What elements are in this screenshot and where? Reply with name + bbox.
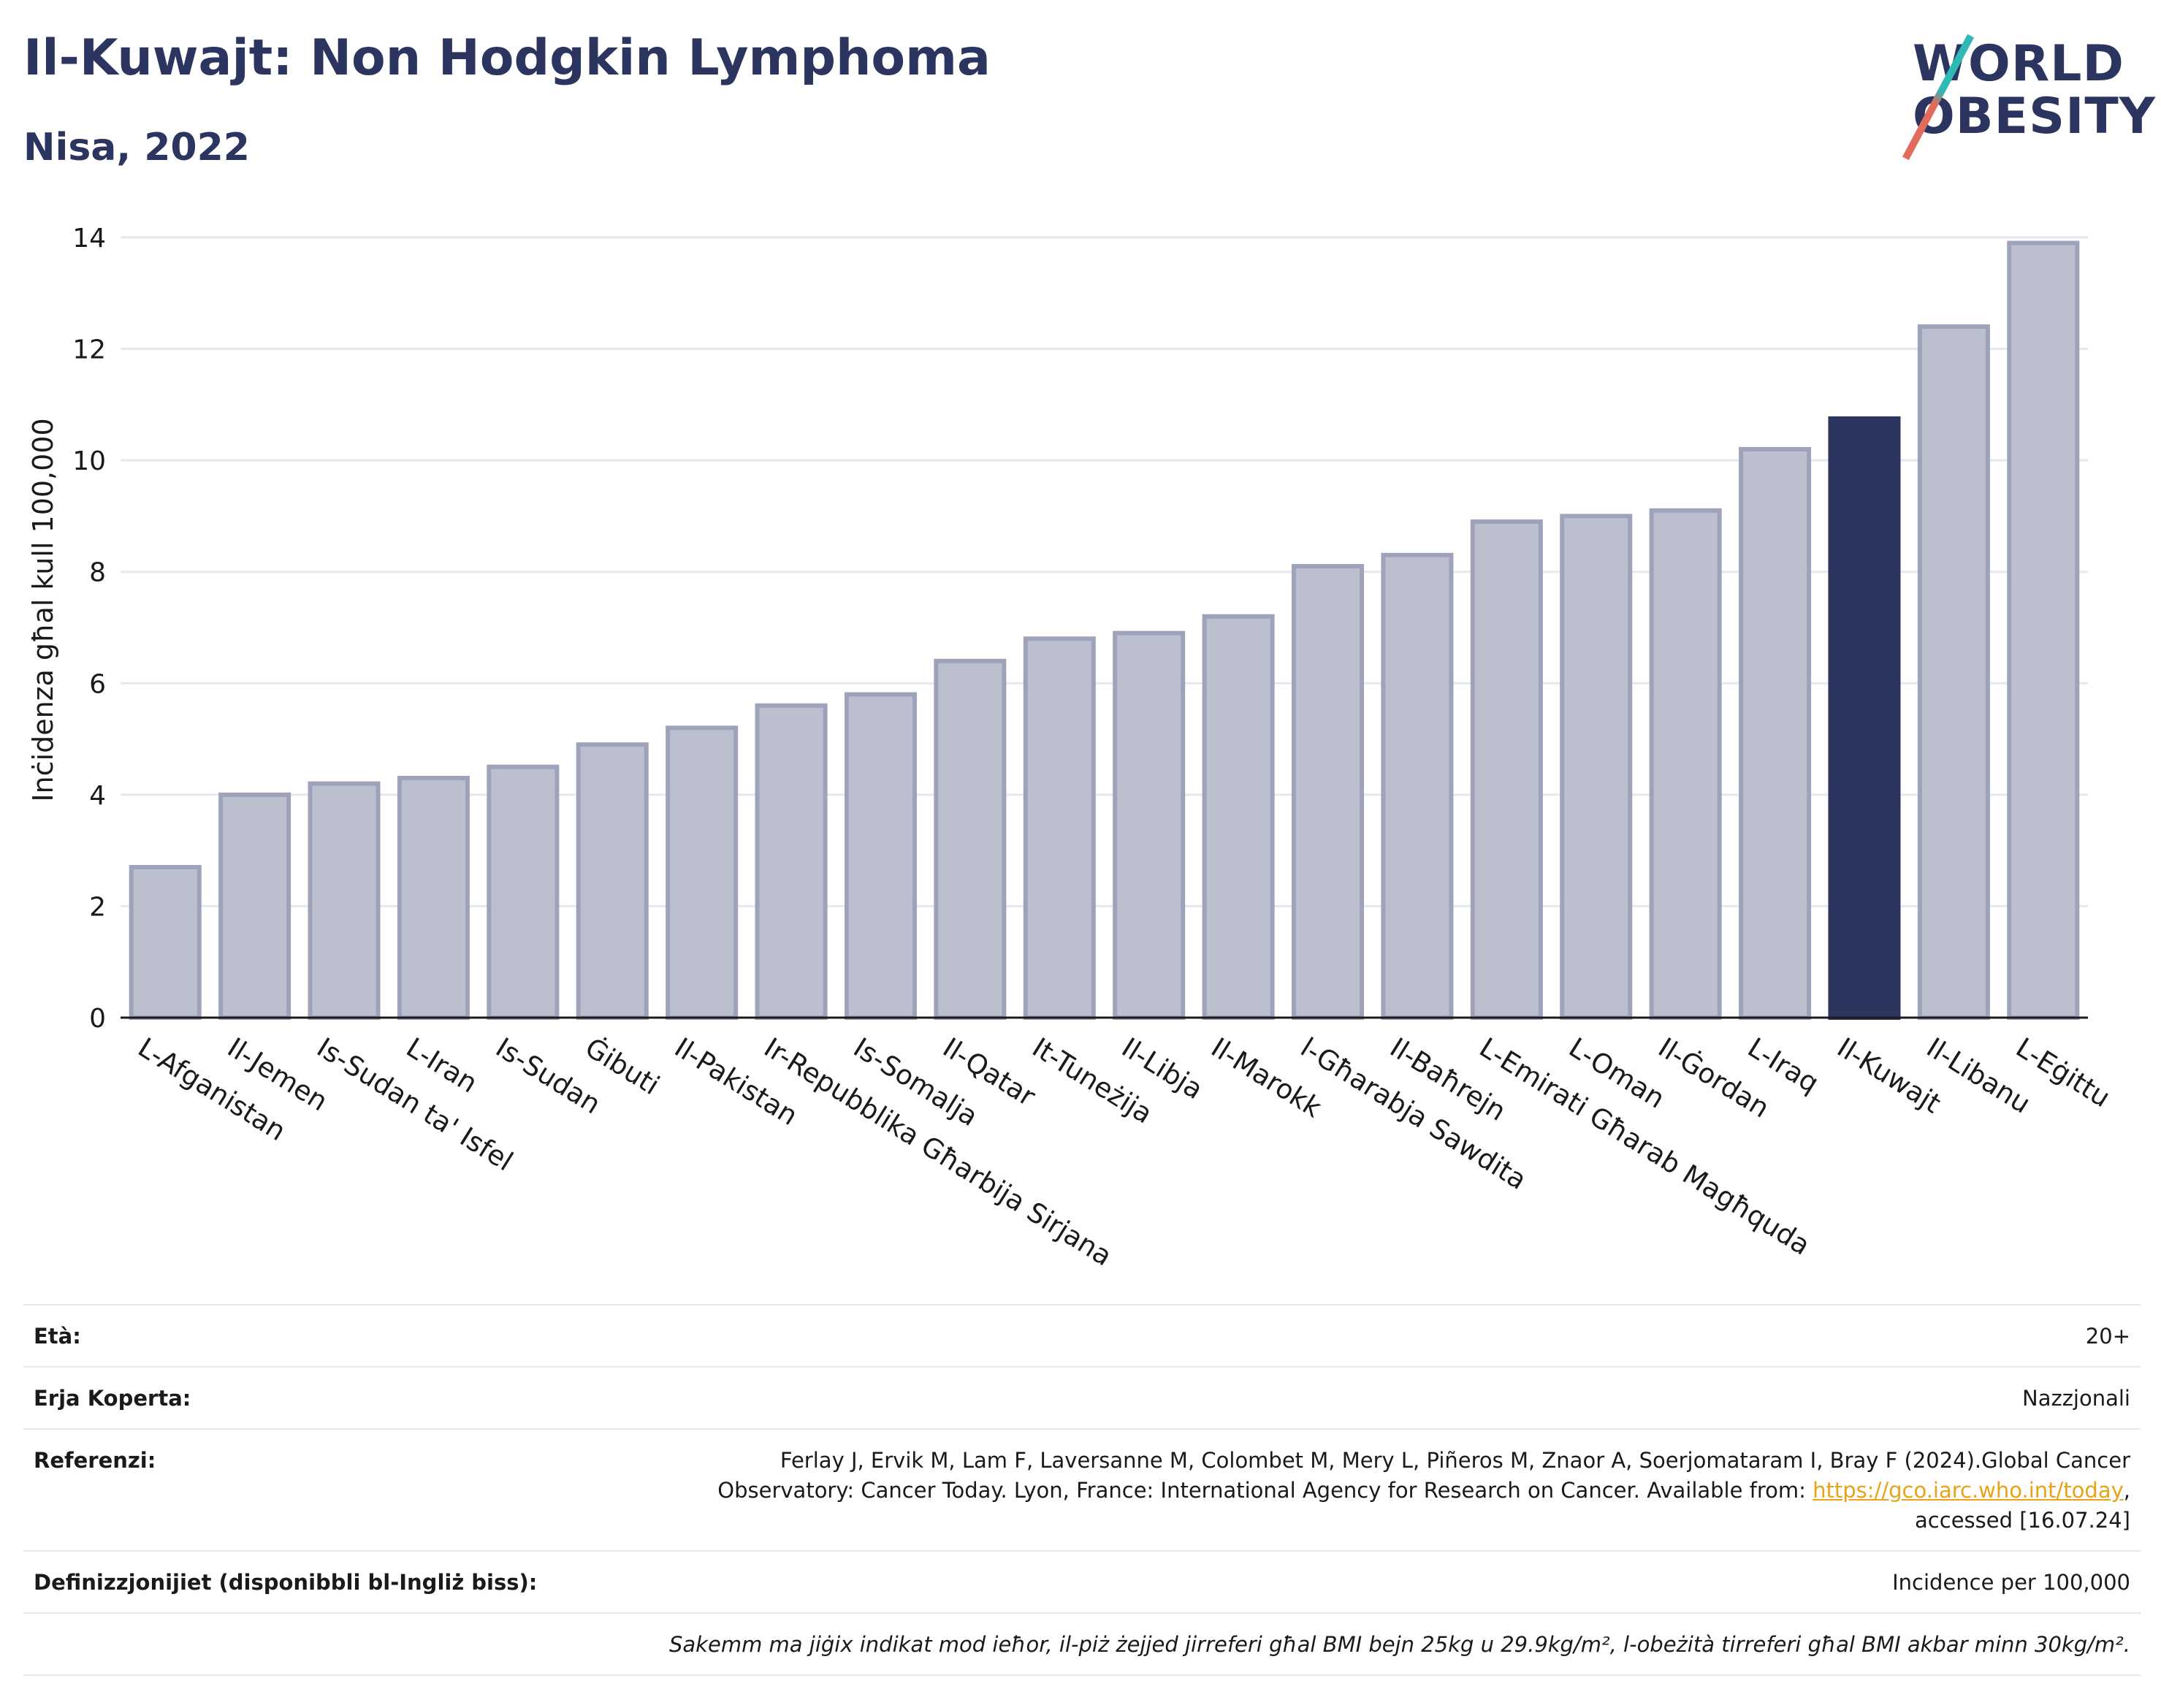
references-label: Referenzi: bbox=[34, 1448, 156, 1473]
bar-chart: 02468101214L-AfganistanIl-JemenIs-Sudan … bbox=[27, 224, 2116, 1272]
y-tick-label: 0 bbox=[89, 1004, 106, 1034]
bar bbox=[576, 742, 649, 1020]
meta-row-note: Sakemm ma jiġix indikat mod ieħor, il-pi… bbox=[23, 1612, 2141, 1674]
world-obesity-logo: WORLD OBESITY bbox=[1899, 20, 2155, 161]
meta-row-area: Erja Koperta: Nazzjonali bbox=[23, 1366, 2141, 1428]
reference-text-1: Ferlay J, Ervik M, Lam F, Laversanne M, … bbox=[780, 1448, 2130, 1473]
definitions-value: Incidence per 100,000 bbox=[1892, 1570, 2130, 1595]
bar bbox=[1917, 324, 1990, 1020]
y-axis-label: Inċidenza għal kull 100,000 bbox=[27, 418, 59, 801]
logo-line-2: OBESITY bbox=[1913, 88, 2156, 145]
area-value: Nazzjonali bbox=[2022, 1386, 2130, 1411]
page-title: Il-Kuwajt: Non Hodgkin Lymphoma bbox=[23, 29, 991, 87]
bar bbox=[1470, 519, 1543, 1020]
y-tick-label: 10 bbox=[72, 446, 106, 476]
bar bbox=[1381, 552, 1454, 1020]
y-tick-label: 2 bbox=[89, 892, 106, 922]
bar bbox=[934, 658, 1007, 1020]
y-tick-label: 4 bbox=[89, 781, 106, 811]
bar bbox=[1560, 514, 1633, 1020]
y-tick-label: 8 bbox=[89, 558, 106, 588]
y-tick-label: 14 bbox=[72, 224, 106, 253]
bar bbox=[2007, 240, 2080, 1021]
reference-text-4: accessed [16.07.24] bbox=[1915, 1508, 2130, 1533]
bar bbox=[844, 692, 917, 1020]
meta-row-definitions: Definizzjonijiet (disponibbli bl-Ingliż … bbox=[23, 1550, 2141, 1612]
bar bbox=[308, 781, 381, 1020]
bar bbox=[1828, 416, 1901, 1020]
age-value: 20+ bbox=[2085, 1324, 2130, 1349]
bar bbox=[129, 865, 202, 1020]
bar bbox=[1649, 508, 1722, 1020]
bar bbox=[1202, 614, 1275, 1020]
bar bbox=[666, 725, 739, 1020]
bar bbox=[1292, 564, 1365, 1020]
bar bbox=[1023, 636, 1096, 1020]
reference-text-2: Observatory: Cancer Today. Lyon, France:… bbox=[717, 1478, 1813, 1503]
table-bottom-rule bbox=[23, 1674, 2141, 1676]
bar bbox=[1113, 630, 1186, 1020]
bar bbox=[397, 775, 470, 1020]
area-label: Erja Koperta: bbox=[34, 1386, 191, 1411]
bar bbox=[487, 764, 560, 1020]
bar bbox=[755, 703, 828, 1020]
references-value: Ferlay J, Ervik M, Lam F, Laversanne M, … bbox=[717, 1446, 2130, 1536]
meta-row-references: Referenzi: Ferlay J, Ervik M, Lam F, Lav… bbox=[23, 1428, 2141, 1550]
reference-text-3: , bbox=[2123, 1478, 2130, 1503]
bar bbox=[1739, 446, 1812, 1020]
reference-link[interactable]: https://gco.iarc.who.int/today bbox=[1813, 1478, 2124, 1503]
bars bbox=[129, 240, 2080, 1021]
y-tick-label: 6 bbox=[89, 669, 106, 699]
y-tick-label: 12 bbox=[72, 335, 106, 365]
definitions-label: Definizzjonijiet (disponibbli bl-Ingliż … bbox=[34, 1570, 538, 1595]
footnote: Sakemm ma jiġix indikat mod ieħor, il-pi… bbox=[669, 1632, 2130, 1657]
page-subtitle: Nisa, 2022 bbox=[23, 126, 250, 169]
meta-row-age: Età: 20+ bbox=[23, 1304, 2141, 1366]
age-label: Età: bbox=[34, 1324, 81, 1349]
metadata-table: Età: 20+ Erja Koperta: Nazzjonali Refere… bbox=[23, 1304, 2141, 1676]
bar bbox=[218, 792, 291, 1021]
